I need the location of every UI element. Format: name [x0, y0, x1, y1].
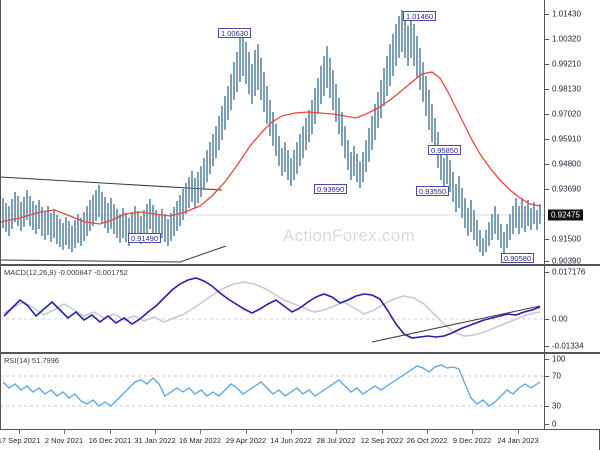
- rsi-plot-area[interactable]: [0, 354, 544, 429]
- price-tag-0.91490: 0.91490: [128, 233, 162, 243]
- price-tag-0.95850: 0.95850: [428, 145, 462, 155]
- date-tick-4: 16 Mar 2022: [178, 436, 222, 445]
- price-tag-1.01460: 1.01460: [403, 11, 437, 21]
- price-tick-1: 1.00320: [552, 34, 581, 44]
- date-tickmark-2: [110, 430, 111, 434]
- moving-average-line: [0, 71, 541, 225]
- date-tickmark-7: [336, 430, 337, 434]
- price-tick-3: 0.98130: [552, 84, 581, 94]
- macd-signal-line: [3, 281, 541, 337]
- date-tickmark-1: [64, 430, 65, 434]
- price-plot-area[interactable]: ActionForex.com 1.00630 1.01460 0.95850 …: [0, 0, 544, 264]
- price-tick-10: 0.90390: [552, 256, 581, 266]
- macd-line: [3, 277, 541, 339]
- price-tick-0: 1.01430: [552, 9, 581, 19]
- macd-trendline: [371, 305, 541, 343]
- price-tick-2: 0.99210: [552, 59, 581, 69]
- macd-tick-2: -0.01334: [552, 341, 584, 351]
- price-tag-0.90580: 0.90580: [501, 253, 535, 263]
- rsi-line: [2, 364, 541, 407]
- price-series-svg: [0, 10, 544, 263]
- date-tick-0: 17 Sep 2021: [0, 436, 41, 445]
- price-tick-6: 0.94800: [552, 159, 581, 169]
- time-axis: 17 Sep 2021 2 Nov 2021 16 Dec 2021 31 Jan 2…: [0, 430, 600, 450]
- candlestick-series: [2, 10, 541, 256]
- date-tick-9: 26 Oct 2022: [406, 436, 448, 445]
- rsi-tick-70: 70: [552, 371, 561, 381]
- date-tickmark-10: [472, 430, 473, 434]
- macd-tick-0: 0.017176: [552, 267, 586, 277]
- date-tickmark-6: [291, 430, 292, 434]
- price-panel: ActionForex.com 1.00630 1.01460 0.95850 …: [0, 0, 600, 266]
- date-tick-6: 14 Jun 2022: [270, 436, 312, 445]
- date-tickmark-4: [200, 430, 201, 434]
- date-tick-11: 24 Jan 2023: [497, 436, 539, 445]
- rsi-tick-0: 0: [552, 419, 557, 429]
- date-tick-8: 12 Sep 2022: [360, 436, 404, 445]
- rsi-tick-100: 100: [552, 354, 566, 364]
- date-tickmark-0: [19, 430, 20, 434]
- price-tick-7: 0.93690: [552, 184, 581, 194]
- price-tick-4: 0.97020: [552, 109, 581, 119]
- rsi-axis: 100 70 30 0: [544, 354, 600, 429]
- macd-series-svg: [0, 277, 544, 343]
- rsi-label: RSI(14) 51.7996: [4, 356, 60, 365]
- watermark: ActionForex.com: [283, 226, 416, 245]
- price-tag-0.93550: 0.93550: [416, 186, 450, 196]
- rsi-series-svg: [0, 364, 544, 407]
- wedge-upper-trendline: [0, 176, 223, 191]
- macd-label: MACD(12,26,9) -0.000847 -0.001752: [4, 268, 128, 277]
- date-tick-10: 9 Dec 2022: [452, 436, 492, 445]
- date-tick-2: 16 Dec 2021: [88, 436, 132, 445]
- price-tag-0.93690: 0.93690: [314, 184, 348, 194]
- date-tick-3: 31 Jan 2022: [134, 436, 176, 445]
- date-tickmark-8: [382, 430, 383, 434]
- price-tick-9: 0.91500: [552, 234, 581, 244]
- wedge-lower-trendline: [0, 245, 227, 263]
- macd-plot-area[interactable]: [0, 266, 544, 352]
- price-axis: 1.01430 1.00320 0.99210 0.98130 0.97020 …: [544, 0, 600, 266]
- date-tickmark-11: [518, 430, 519, 434]
- price-tick-5: 0.95910: [552, 134, 581, 144]
- macd-tick-1: 0.00: [552, 314, 568, 324]
- date-tick-7: 28 Jul 2022: [316, 436, 356, 445]
- chart-left-border: [0, 0, 1, 430]
- date-tickmark-3: [155, 430, 156, 434]
- macd-panel: MACD(12,26,9) -0.000847 -0.001752 0.0171…: [0, 266, 600, 354]
- date-tickmark-5: [246, 430, 247, 434]
- rsi-panel: RSI(14) 51.7996 100 70 30 0: [0, 354, 600, 430]
- macd-axis: 0.017176 0.00 -0.01334: [544, 266, 600, 352]
- rsi-tick-30: 30: [552, 401, 561, 411]
- current-price-badge: 0.92475: [548, 209, 583, 221]
- date-tick-5: 29 Apr 2022: [225, 436, 267, 445]
- date-tick-1: 2 Nov 2021: [44, 436, 84, 445]
- date-tickmark-9: [427, 430, 428, 434]
- price-tag-1.00630: 1.00630: [218, 28, 252, 38]
